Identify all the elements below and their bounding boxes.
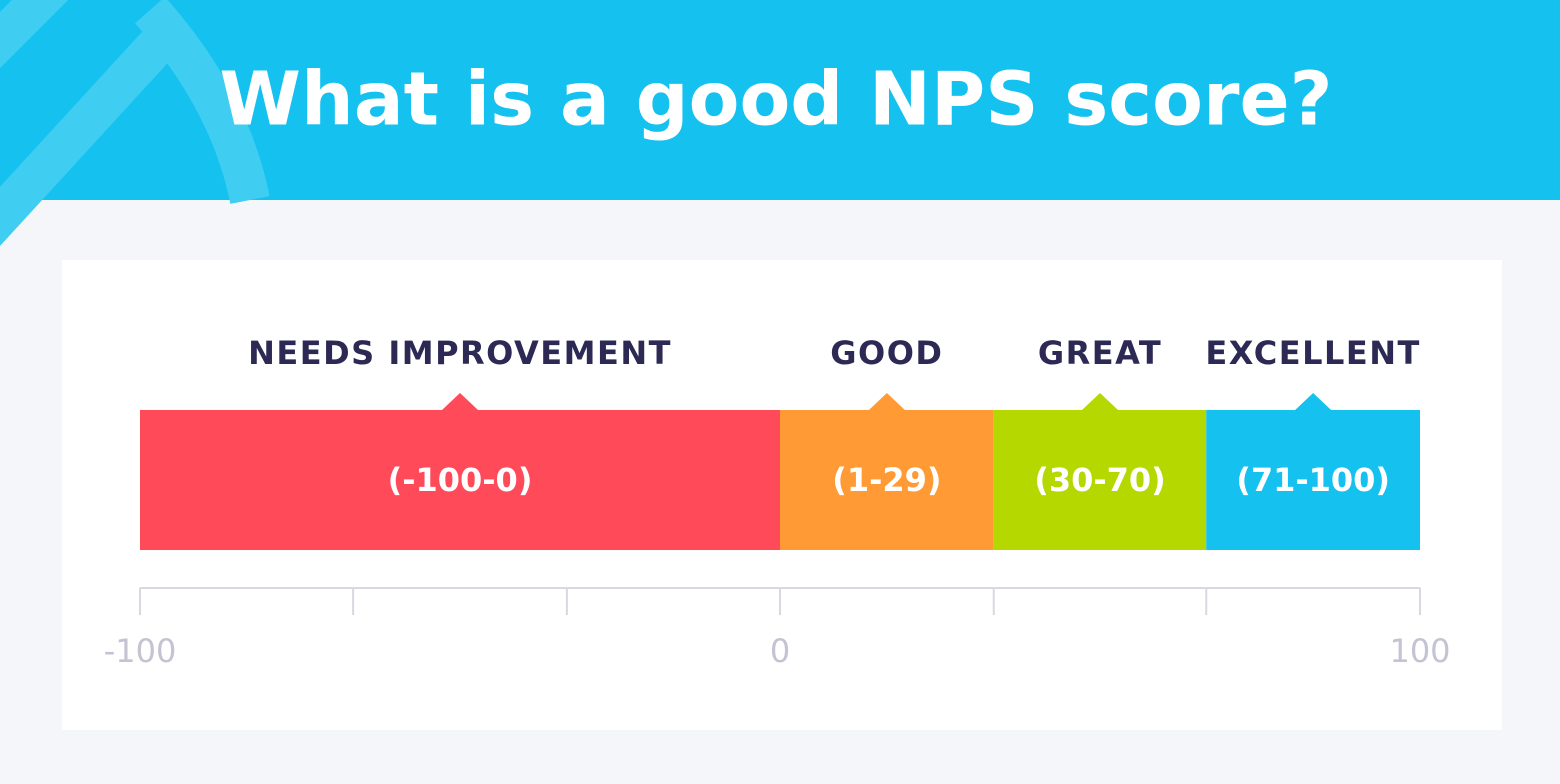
segment — [993, 410, 1207, 550]
segment-label: EXCELLENT — [1205, 334, 1420, 372]
segment — [780, 410, 994, 550]
range-label: (1-29) — [832, 461, 941, 499]
segment — [140, 410, 780, 550]
range-label: (-100-0) — [388, 461, 533, 499]
x-tick-label: 100 — [1389, 632, 1450, 670]
pointer — [442, 393, 478, 410]
x-tick-label: -100 — [104, 632, 177, 670]
range-label: (30-70) — [1034, 461, 1166, 499]
segment-label: GOOD — [830, 334, 943, 372]
pointer — [1082, 393, 1118, 410]
pointer — [1295, 393, 1332, 410]
chart-title: What is a good NPS score? — [219, 57, 1332, 143]
pointer — [868, 393, 905, 410]
segment-label: NEEDS IMPROVEMENT — [248, 334, 672, 372]
header-decoration — [0, 0, 270, 246]
segment — [1206, 410, 1420, 550]
range-label: (71-100) — [1236, 461, 1390, 499]
segment-label: GREAT — [1038, 334, 1162, 372]
x-tick-label: 0 — [770, 632, 790, 670]
